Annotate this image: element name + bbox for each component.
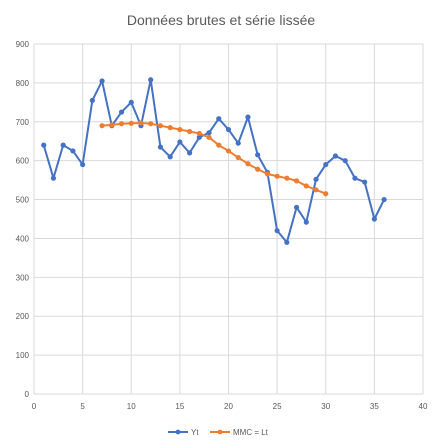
data-point bbox=[206, 134, 212, 140]
data-point bbox=[264, 171, 270, 177]
x-tick-label: 0 bbox=[32, 402, 37, 411]
data-point bbox=[89, 97, 95, 103]
data-point bbox=[128, 99, 134, 105]
data-point bbox=[41, 142, 47, 148]
legend-marker bbox=[217, 429, 223, 435]
data-point bbox=[157, 144, 164, 150]
series-line bbox=[101, 121, 327, 195]
y-tick-label: 300 bbox=[16, 273, 30, 282]
data-point bbox=[303, 183, 309, 189]
data-point bbox=[235, 154, 241, 161]
legend: Yt MMC = Lt bbox=[168, 428, 269, 437]
data-point bbox=[60, 142, 66, 148]
y-tick-label: 500 bbox=[16, 196, 30, 205]
data-point bbox=[177, 126, 183, 133]
chart-title: Données brutes et série lissée bbox=[127, 12, 316, 28]
y-axis-ticks: 0 100 200 300 400 500 600 700 800 900 bbox=[16, 40, 30, 399]
data-point bbox=[371, 216, 377, 222]
series-group bbox=[41, 77, 387, 245]
data-point bbox=[109, 122, 115, 128]
x-tick-label: 35 bbox=[370, 402, 379, 411]
data-point bbox=[255, 152, 261, 158]
x-tick-label: 10 bbox=[127, 402, 136, 411]
data-point bbox=[138, 120, 144, 126]
x-tick-label: 30 bbox=[321, 402, 330, 411]
data-point bbox=[362, 179, 368, 185]
data-point bbox=[99, 123, 105, 129]
legend-label: MMC = Lt bbox=[233, 428, 269, 437]
data-point bbox=[284, 175, 290, 181]
data-point bbox=[80, 161, 86, 168]
data-point bbox=[128, 120, 134, 126]
data-point bbox=[245, 161, 251, 167]
data-point bbox=[332, 153, 339, 159]
y-tick-label: 0 bbox=[25, 390, 30, 399]
y-tick-label: 700 bbox=[16, 118, 30, 127]
data-point bbox=[274, 228, 280, 234]
data-point bbox=[323, 191, 329, 197]
y-tick-label: 200 bbox=[16, 312, 30, 321]
data-point bbox=[225, 148, 232, 154]
series-1 bbox=[41, 77, 387, 245]
legend-label: Yt bbox=[191, 428, 199, 437]
data-point bbox=[284, 239, 290, 245]
data-point bbox=[118, 121, 125, 127]
y-tick-label: 400 bbox=[16, 234, 30, 243]
data-point bbox=[50, 175, 57, 181]
data-point bbox=[196, 130, 202, 137]
grid bbox=[33, 43, 424, 395]
x-tick-label: 40 bbox=[419, 402, 428, 411]
y-tick-label: 900 bbox=[16, 40, 30, 49]
data-point bbox=[235, 140, 241, 146]
y-tick-label: 100 bbox=[16, 351, 30, 360]
y-tick-label: 600 bbox=[16, 157, 30, 166]
x-tick-label: 15 bbox=[175, 402, 184, 411]
data-point bbox=[148, 77, 154, 83]
x-axis-ticks: 0 5 10 15 20 25 30 35 40 bbox=[32, 402, 428, 411]
data-point bbox=[313, 176, 319, 182]
y-tick-label: 800 bbox=[16, 79, 30, 88]
x-tick-label: 25 bbox=[273, 402, 282, 411]
series-2 bbox=[99, 120, 329, 197]
data-point bbox=[70, 148, 76, 154]
data-point bbox=[293, 204, 300, 210]
data-point bbox=[216, 116, 222, 122]
data-point bbox=[187, 128, 193, 135]
data-point bbox=[216, 142, 222, 148]
data-point bbox=[245, 114, 251, 120]
data-point bbox=[293, 178, 300, 184]
data-point bbox=[225, 126, 232, 133]
data-point bbox=[148, 121, 154, 127]
legend-marker bbox=[175, 429, 181, 435]
x-tick-label: 5 bbox=[80, 402, 85, 411]
data-point bbox=[177, 139, 183, 145]
data-point bbox=[196, 134, 202, 140]
data-point bbox=[381, 196, 387, 203]
data-point bbox=[206, 130, 212, 136]
data-point bbox=[118, 109, 125, 115]
legend-item: MMC = Lt bbox=[210, 428, 269, 437]
data-point bbox=[303, 219, 309, 225]
data-point bbox=[187, 150, 193, 156]
data-point bbox=[157, 123, 164, 129]
data-point bbox=[352, 175, 358, 181]
data-point bbox=[167, 125, 173, 131]
data-point bbox=[342, 158, 348, 164]
data-point bbox=[323, 161, 329, 168]
data-point bbox=[255, 166, 261, 172]
data-point bbox=[313, 187, 319, 193]
data-point bbox=[274, 173, 280, 179]
x-tick-label: 20 bbox=[224, 402, 233, 411]
legend-item: Yt bbox=[168, 428, 199, 437]
data-point bbox=[99, 78, 105, 84]
data-point bbox=[167, 154, 173, 160]
